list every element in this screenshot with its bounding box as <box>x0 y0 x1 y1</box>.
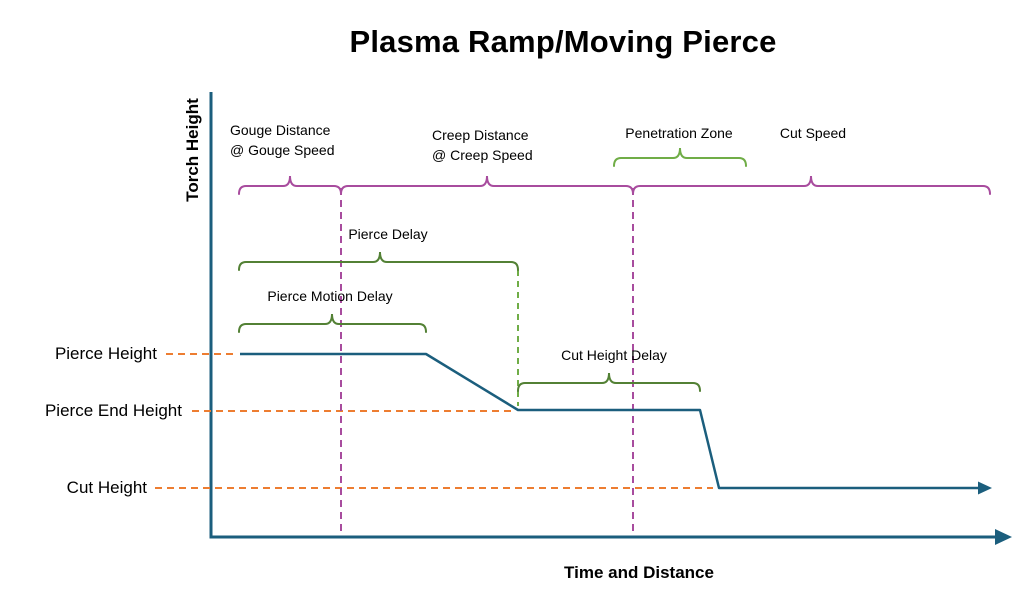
pierce-end-height-label: Pierce End Height <box>44 401 182 420</box>
penetration-zone-brace <box>613 147 747 167</box>
x-axis-label: Time and Distance <box>564 563 714 582</box>
creep-distance-line2: @ Creep Speed <box>432 147 533 163</box>
pierce-motion-delay-brace <box>238 313 427 333</box>
cut-height-delay-brace <box>517 372 701 392</box>
cut-speed-brace <box>632 175 991 195</box>
creep-distance-line1: Creep Distance <box>432 127 529 143</box>
penetration-zone-label: Penetration Zone <box>625 125 733 141</box>
axes-lines <box>209 92 998 539</box>
cut-height-label: Cut Height <box>66 478 147 497</box>
curve-arrow-icon <box>978 481 992 495</box>
pierce-motion-delay-label: Pierce Motion Delay <box>267 288 393 304</box>
x-axis-arrow-icon <box>995 529 1012 545</box>
pierce-delay-label: Pierce Delay <box>348 226 428 242</box>
cut-height-delay-label: Cut Height Delay <box>561 347 667 363</box>
torch-height-curve <box>240 352 980 490</box>
diagram-title: Plasma Ramp/Moving Pierce <box>349 24 777 59</box>
pierce-delay-brace <box>238 251 519 271</box>
cut-speed-label: Cut Speed <box>779 125 847 141</box>
creep-distance-label: Creep Distance @ Creep Speed <box>432 125 533 165</box>
y-axis-label: Torch Height <box>183 98 202 202</box>
gouge-distance-line1: Gouge Distance <box>230 122 331 138</box>
gouge-distance-brace <box>238 175 342 195</box>
creep-distance-brace <box>340 175 634 195</box>
gouge-distance-line2: @ Gouge Speed <box>230 142 335 158</box>
pierce-height-label: Pierce Height <box>54 344 157 363</box>
gouge-distance-label: Gouge Distance @ Gouge Speed <box>230 120 335 160</box>
